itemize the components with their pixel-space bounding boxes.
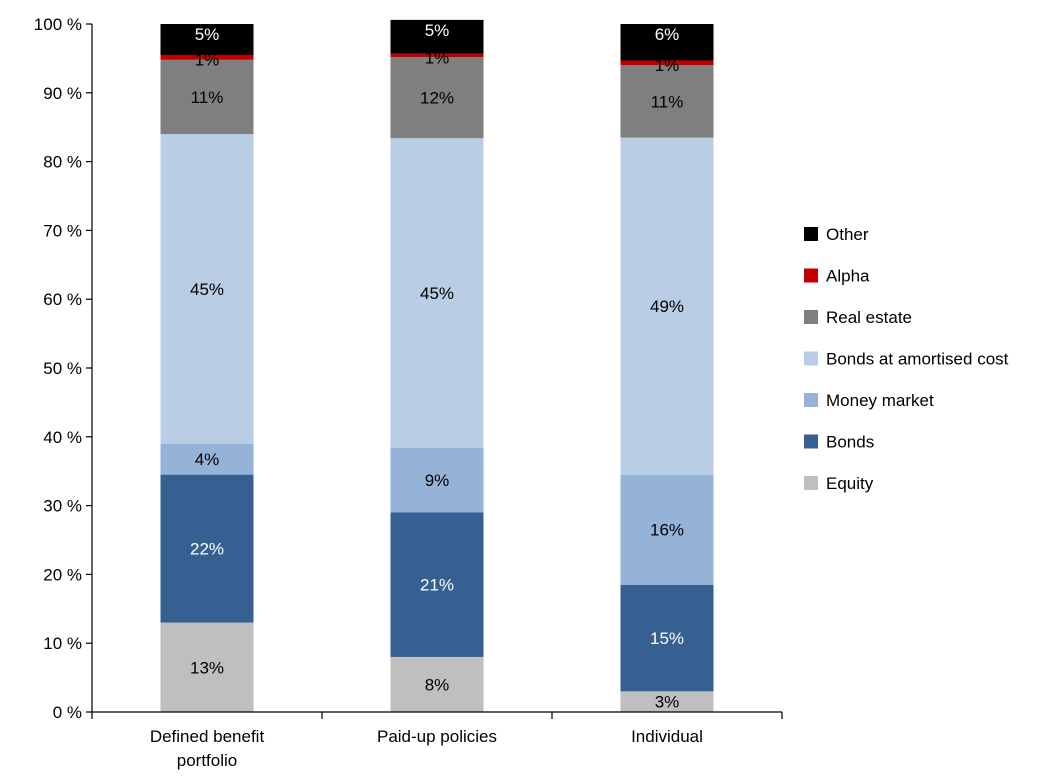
data-label: 13% (190, 658, 224, 677)
data-label: 16% (650, 521, 684, 540)
legend-label: Money market (826, 391, 934, 410)
y-tick-label: 40 % (43, 428, 82, 447)
x-category-label: Paid-up policies (377, 727, 497, 746)
bar-segment-bonds (620, 584, 714, 692)
x-category-label-line: portfolio (177, 751, 237, 770)
legend-swatch (804, 310, 818, 324)
data-label: 9% (425, 471, 450, 490)
data-label: 11% (191, 88, 224, 107)
data-label: 3% (655, 693, 680, 712)
y-tick-label: 100 % (34, 15, 82, 34)
y-axis: 0 % 10 % 20 % 30 % 40 % 50 % 60 % 70 % 80 % 90 % 1… (34, 15, 93, 722)
bar-segment-bonds (390, 512, 484, 657)
x-category-label: Defined benefit portfolio (150, 727, 265, 770)
legend-label: Other (826, 225, 869, 244)
data-label: 6% (655, 25, 680, 44)
legend-label: Alpha (826, 267, 870, 286)
legend-swatch (804, 476, 818, 490)
data-label: 11% (651, 92, 684, 111)
data-label: 4% (195, 450, 220, 469)
bar-segment-alpha (160, 54, 254, 60)
x-category-label-line: Defined benefit (150, 727, 265, 746)
legend-item: Money market (804, 391, 934, 410)
x-category-label-line: Individual (631, 727, 703, 746)
y-tick-label: 70 % (43, 221, 82, 240)
bar-segment-money-market (160, 443, 254, 475)
bar-segment-bonds (160, 474, 254, 623)
bar-segment-other (620, 24, 714, 61)
y-tick-label: 60 % (43, 290, 82, 309)
bar-segment-alpha (390, 53, 484, 58)
plot-area: 13% 22% 4% 45% 11% 1% 5% 8% 21% 9% 45% 12% 1% 5% 3% 15%… (160, 19, 714, 712)
y-tick-label: 10 % (43, 634, 82, 653)
x-category-label-line: Paid-up policies (377, 727, 497, 746)
legend-swatch (804, 434, 818, 449)
data-label: 21% (420, 576, 454, 595)
bar-segment-alpha (620, 60, 714, 66)
legend-item: Bonds at amortised cost (804, 350, 1009, 369)
legend-swatch (804, 268, 818, 283)
y-tick-label: 30 % (43, 497, 82, 516)
bar-segment-bonds-at-amortised-cost (390, 138, 484, 448)
legend-label: Bonds at amortised cost (826, 350, 1009, 369)
data-label: 1% (195, 50, 220, 69)
y-tick-label: 80 % (43, 153, 82, 172)
data-label: 22% (190, 540, 224, 559)
data-label: 1% (655, 56, 680, 75)
y-tick-label: 20 % (43, 565, 82, 584)
bar-segment-bonds-at-amortised-cost (620, 137, 714, 475)
bar-segment-equity (160, 622, 254, 712)
legend-label: Real estate (826, 308, 912, 327)
legend-swatch (804, 227, 818, 241)
bar-segment-real-estate (620, 65, 714, 138)
data-label: 1% (425, 48, 450, 67)
x-category-label: Individual (631, 727, 703, 746)
data-label: 8% (425, 675, 450, 694)
bar-segment-money-market (390, 447, 484, 513)
bar-segment-bonds-at-amortised-cost (160, 134, 254, 444)
data-label: 49% (650, 297, 684, 316)
bar-stack: 13% 22% 4% 45% 11% 1% 5% (160, 24, 254, 712)
legend-swatch (804, 393, 818, 407)
legend-label: Bonds (826, 433, 874, 452)
data-label: 12% (420, 89, 454, 108)
bar-segment-equity (390, 656, 484, 712)
bar-segment-money-market (620, 474, 714, 585)
legend: Other Alpha Real estate Bonds at amortised … (804, 225, 1009, 493)
y-tick-label: 90 % (43, 84, 82, 103)
data-label: 45% (420, 284, 454, 303)
data-label: 5% (425, 21, 450, 40)
bar-segment-real-estate (160, 59, 254, 135)
data-label: 45% (190, 280, 224, 299)
y-tick-label: 50 % (43, 359, 82, 378)
bar-segment-equity (620, 691, 714, 712)
bar-stack: 3% 15% 16% 49% 11% 1% 6% (620, 24, 714, 712)
legend-item: Alpha (804, 267, 870, 286)
legend-item: Real estate (804, 308, 912, 327)
data-label: 15% (650, 629, 684, 648)
legend-item: Bonds (804, 433, 874, 452)
y-tick-label: 0 % (53, 703, 82, 722)
legend-item: Equity (804, 474, 874, 493)
bar-stack: 8% 21% 9% 45% 12% 1% 5% (390, 19, 484, 712)
legend-label: Equity (826, 474, 874, 493)
legend-item: Other (804, 225, 869, 244)
bar-segment-real-estate (390, 57, 484, 139)
legend-swatch (804, 351, 818, 366)
bar-segment-other (160, 24, 254, 55)
data-label: 5% (195, 25, 220, 44)
bar-segment-other (390, 19, 484, 54)
x-axis: Defined benefit portfolio Paid-up policies… (91, 711, 783, 770)
